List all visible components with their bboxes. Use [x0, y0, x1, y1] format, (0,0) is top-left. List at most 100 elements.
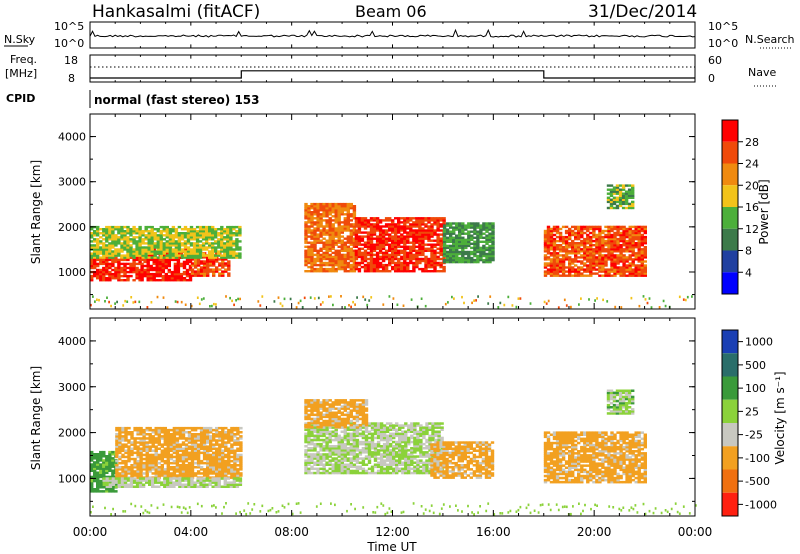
heatmap-cell	[215, 464, 219, 467]
heatmap-cell	[135, 258, 139, 262]
heatmap-cell	[202, 453, 207, 457]
heatmap-cell	[218, 445, 222, 448]
heatmap-cell	[187, 441, 192, 444]
heatmap-cell	[195, 230, 200, 233]
heatmap-cell	[227, 449, 231, 452]
heatmap-cell	[391, 245, 395, 248]
heatmap-cell	[132, 252, 136, 255]
noise-right-tick-bottom: 10^0	[708, 37, 738, 50]
heatmap-cell	[316, 430, 320, 433]
heatmap-cell	[586, 270, 590, 273]
heatmap-cell	[619, 274, 623, 277]
heatmap-cell	[316, 221, 320, 224]
heatmap-cell	[316, 461, 320, 464]
heatmap-cell	[307, 449, 311, 452]
heatmap-cell	[455, 234, 459, 237]
heatmap-cell	[166, 428, 170, 432]
heatmap-cell	[555, 260, 560, 263]
heatmap-cell	[145, 447, 149, 450]
heatmap-cell	[304, 211, 308, 214]
heatmap-cell	[552, 248, 557, 251]
heatmap-cell	[433, 253, 437, 257]
heatmap-cell	[325, 243, 329, 246]
heatmap-cell	[202, 477, 206, 480]
heatmap-cell	[310, 253, 314, 257]
heatmap-cell	[215, 461, 219, 465]
heatmap-cell	[328, 237, 332, 240]
heatmap-cell	[577, 229, 581, 233]
heatmap-cell	[558, 250, 563, 253]
heatmap-cell	[140, 262, 144, 266]
heatmap-cell	[427, 265, 431, 269]
heatmap-cell	[304, 233, 308, 236]
heatmap-cell	[340, 211, 344, 214]
heatmap-cell	[391, 259, 395, 263]
heatmap-cell	[139, 439, 143, 442]
heatmap-cell	[220, 234, 224, 237]
heatmap-cell	[691, 295, 693, 298]
heatmap-cell	[165, 236, 169, 239]
heatmap-cell	[182, 262, 187, 266]
heatmap-cell	[304, 255, 308, 259]
heatmap-cell	[196, 264, 201, 267]
heatmap-cell	[190, 466, 195, 469]
heatmap-cell	[352, 237, 357, 240]
heatmap-cell	[634, 268, 638, 271]
heatmap-cell	[622, 260, 626, 263]
heatmap-cell	[120, 266, 124, 270]
heatmap-cell	[198, 254, 203, 257]
heatmap-cell	[235, 252, 239, 255]
heatmap-cell	[196, 455, 201, 459]
heatmap-cell	[360, 237, 365, 240]
heatmap-cell	[304, 239, 308, 242]
heatmap-cell	[381, 245, 386, 248]
heatmap-cell	[381, 263, 386, 267]
heatmap-cell	[372, 247, 377, 250]
heatmap-cell	[121, 431, 125, 434]
heatmap-cell	[129, 477, 134, 480]
heatmap-cell	[549, 244, 554, 247]
heatmap-cell	[375, 255, 380, 259]
heatmap-cell	[108, 477, 113, 480]
heatmap-cell	[239, 426, 243, 430]
heatmap-cell	[96, 459, 100, 462]
heatmap-cell	[224, 443, 228, 446]
heatmap-cell	[161, 277, 165, 280]
heatmap-cell	[482, 236, 486, 239]
heatmap-cell	[470, 234, 474, 237]
heatmap-cell	[613, 254, 617, 257]
heatmap-cell	[120, 244, 124, 247]
heatmap-cell	[90, 483, 94, 487]
heatmap-cell	[476, 232, 480, 235]
heatmap-cell	[307, 440, 311, 444]
heatmap-cell	[90, 258, 94, 262]
heatmap-cell	[322, 459, 326, 462]
heatmap-cell	[238, 254, 242, 257]
heatmap-cell	[433, 233, 437, 236]
heatmap-cell	[172, 472, 177, 475]
heatmap-cell	[96, 262, 100, 266]
heatmap-cell	[115, 445, 119, 448]
heatmap-cell	[449, 246, 453, 250]
heatmap-cell	[378, 255, 383, 259]
heatmap-cell	[173, 262, 178, 266]
heatmap-cell	[155, 262, 159, 266]
heatmap-cell	[176, 279, 181, 282]
heatmap-cell	[485, 238, 489, 241]
heatmap-cell	[169, 428, 174, 432]
heatmap-cell	[152, 274, 156, 278]
heatmap-cell	[141, 238, 145, 241]
heatmap-cell	[140, 272, 144, 276]
heatmap-cell	[235, 299, 237, 302]
heatmap-cell	[427, 225, 431, 228]
heatmap-cell	[375, 227, 380, 230]
heatmap-cell	[151, 437, 155, 440]
heatmap-cell	[230, 459, 234, 463]
heatmap-cell	[132, 250, 136, 253]
heatmap-cell	[628, 242, 632, 245]
heatmap-cell	[360, 243, 365, 246]
heatmap-cell	[235, 240, 239, 243]
heatmap-cell	[403, 255, 407, 259]
heatmap-cell	[406, 253, 410, 257]
heatmap-cell	[206, 437, 210, 440]
